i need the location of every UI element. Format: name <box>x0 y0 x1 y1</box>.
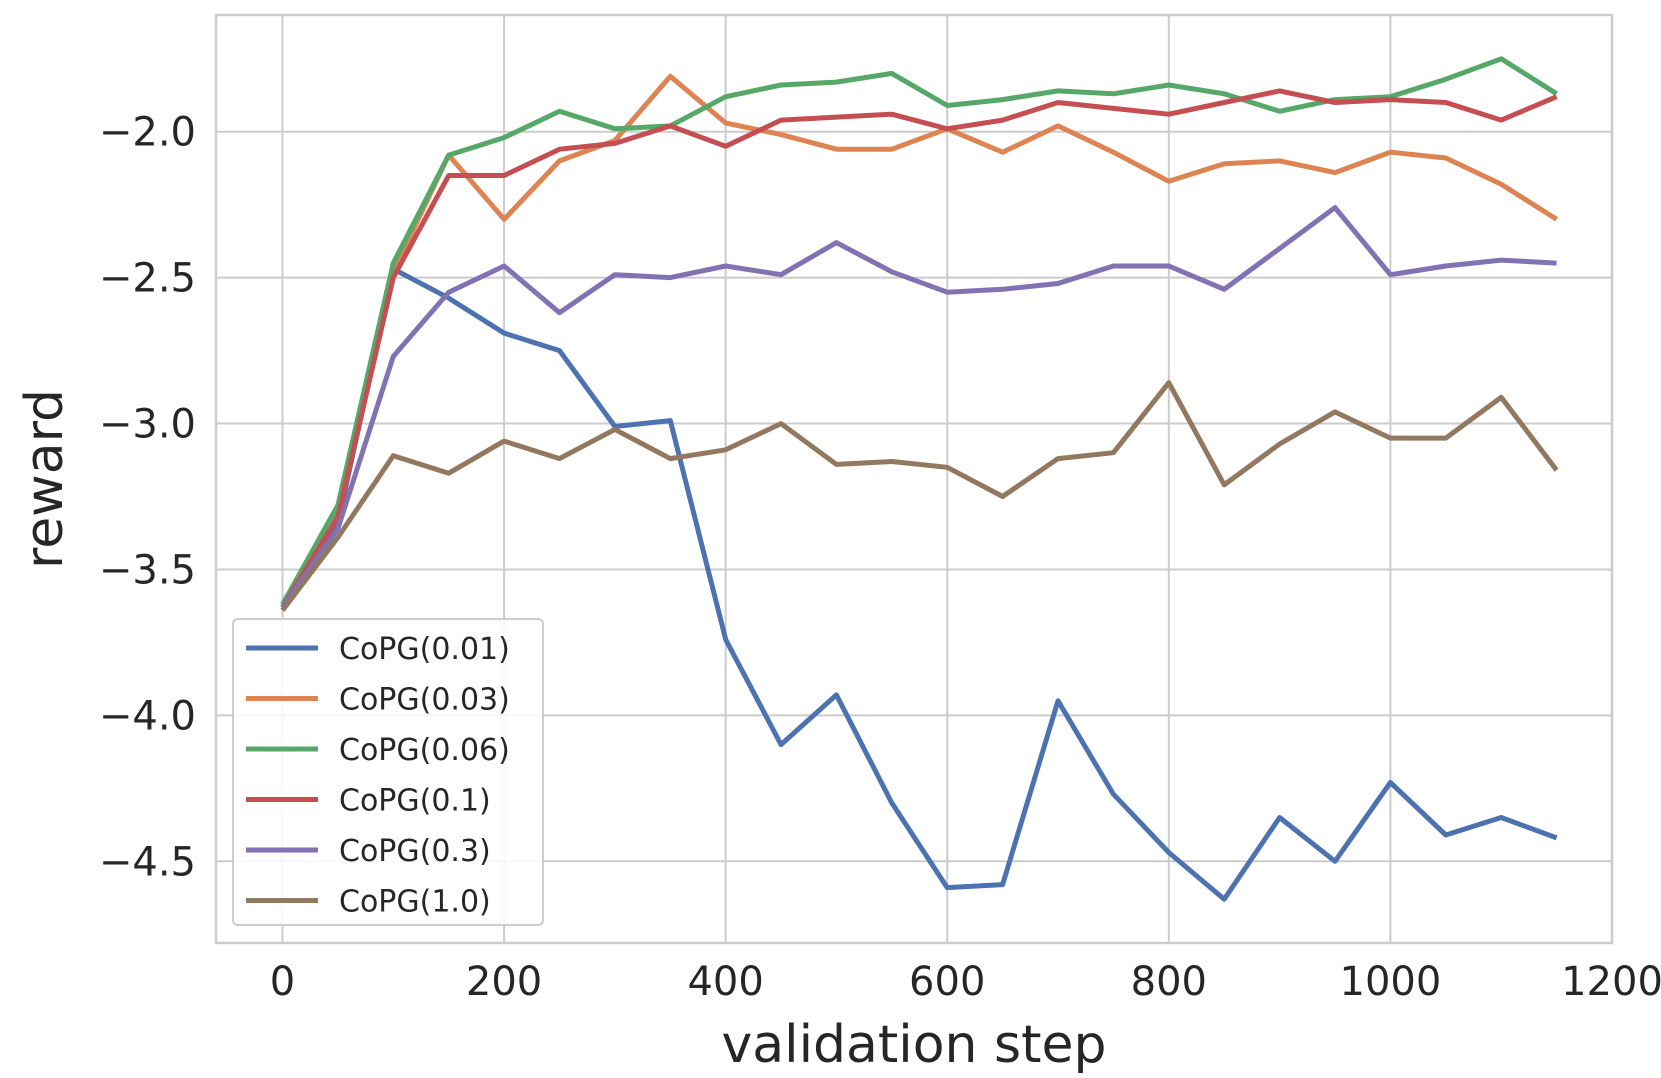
x-tick-labels: 0 200 400 600 800 1000 1200 <box>270 959 1661 1005</box>
series-lines <box>280 56 1559 902</box>
y-tick-label: −3.0 <box>99 402 196 448</box>
legend-label: CoPG(0.3) <box>339 834 491 869</box>
x-tick-label: 1200 <box>1561 959 1661 1005</box>
y-tick-labels: −2.0 −2.5 −3.0 −3.5 −4.0 −4.5 <box>99 110 196 886</box>
legend-label: CoPG(1.0) <box>339 885 491 920</box>
y-tick-label: −3.5 <box>99 547 196 593</box>
x-tick-label: 600 <box>909 959 985 1005</box>
grid <box>216 15 1613 943</box>
series-line <box>280 88 1558 609</box>
series-line <box>280 380 1559 612</box>
legend-label: CoPG(0.01) <box>339 632 510 667</box>
legend-label: CoPG(0.06) <box>339 733 510 768</box>
plot-frame <box>214 13 1614 945</box>
legend-label: CoPG(0.1) <box>339 784 491 819</box>
x-tick-label: 1000 <box>1340 959 1442 1005</box>
series-line <box>280 73 1558 609</box>
legend: CoPG(0.01) CoPG(0.03) CoPG(0.06) CoPG(0.1) C… <box>232 618 544 926</box>
x-tick-label: 800 <box>1131 959 1207 1005</box>
y-tick-label: −2.5 <box>99 256 196 302</box>
x-tick-label: 200 <box>466 959 542 1005</box>
y-tick-label: −2.0 <box>99 110 196 156</box>
x-tick-label: 400 <box>687 959 763 1005</box>
series-line <box>280 266 1558 902</box>
y-axis-label: reward <box>15 389 75 569</box>
y-tick-label: −4.0 <box>99 693 196 739</box>
series-line <box>280 205 1557 609</box>
series-line <box>280 56 1558 606</box>
x-tick-label: 0 <box>270 959 295 1005</box>
legend-label: CoPG(0.03) <box>339 683 510 718</box>
y-tick-label: −4.5 <box>99 839 196 885</box>
x-axis-label: validation step <box>721 1015 1106 1075</box>
